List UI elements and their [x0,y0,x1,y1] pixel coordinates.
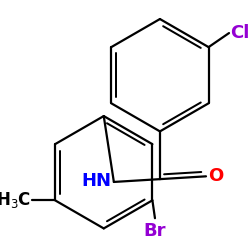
Text: Br: Br [144,222,166,240]
Text: Cl: Cl [230,24,250,42]
Text: H$_3$C: H$_3$C [0,190,31,210]
Text: HN: HN [81,172,111,190]
Text: O: O [208,167,224,185]
